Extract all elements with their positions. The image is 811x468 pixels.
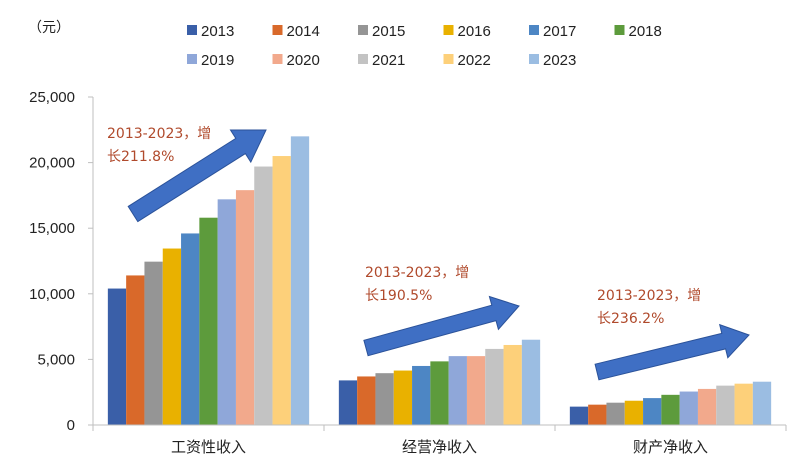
bar-2020 [466, 356, 486, 425]
bar-2016 [624, 400, 644, 425]
legend-label: 2023 [543, 52, 576, 69]
bar-2023 [290, 136, 310, 426]
growth-annotation: 长236.2% [597, 311, 664, 327]
bar-2020 [235, 190, 255, 425]
legend: 2013 2014 2015 2016 2017 2018 2019 2020 2021 2022… [187, 23, 662, 69]
legend-swatch [272, 54, 283, 64]
bar-2021 [254, 166, 273, 425]
y-tick-label: 15,000 [29, 220, 75, 237]
legend-swatch [187, 25, 197, 35]
unit-label: （元） [28, 20, 70, 36]
bar-2017 [181, 233, 200, 425]
growth-annotation: 长190.5% [365, 288, 432, 304]
y-axis: 0 5,000 10,000 15,000 20,000 25,000 [29, 89, 94, 434]
legend-label: 2018 [629, 23, 662, 40]
trend-arrow [127, 129, 267, 223]
legend-swatch [443, 25, 454, 35]
legend-label: 2022 [458, 52, 491, 69]
legend-swatch [187, 54, 197, 64]
bar-2023 [521, 339, 541, 425]
bar-2013 [569, 406, 589, 425]
growth-annotation: 2013-2023，增 [365, 265, 469, 281]
bar-2014 [126, 275, 145, 425]
y-tick-label: 10,000 [29, 286, 75, 303]
bar-2014 [588, 404, 607, 425]
growth-annotation: 长211.8% [107, 149, 174, 165]
bar-2015 [375, 373, 394, 425]
legend-swatch [529, 54, 539, 64]
legend-label: 2014 [287, 23, 320, 40]
trend-arrows [127, 129, 750, 381]
legend-label: 2019 [201, 52, 234, 69]
x-axis: 工资性收入 经营净收入 财产净收入 [92, 424, 787, 456]
growth-annotation: 2013-2023，增 [597, 288, 701, 304]
legend-label: 2016 [458, 23, 491, 40]
legend-label: 2013 [201, 23, 234, 40]
y-tick-label: 20,000 [29, 155, 75, 172]
legend-swatch [529, 25, 539, 35]
bar-2019 [217, 199, 236, 425]
bar-2019 [679, 391, 698, 425]
bar-2014 [357, 376, 376, 425]
bar-2015 [606, 402, 625, 425]
legend-label: 2015 [372, 23, 405, 40]
category-label: 财产净收入 [633, 438, 708, 456]
bar-2016 [162, 248, 182, 425]
growth-annotation: 2013-2023，增 [107, 126, 211, 142]
bar-2013 [338, 380, 358, 425]
bar-2013 [107, 288, 127, 425]
legend-swatch [614, 25, 625, 35]
bar-2018 [199, 217, 218, 425]
bars [107, 136, 772, 426]
bar-2022 [503, 344, 522, 425]
legend-label: 2021 [372, 52, 405, 69]
bar-2017 [643, 398, 662, 425]
category-label: 工资性收入 [171, 438, 246, 456]
legend-swatch [358, 54, 368, 64]
legend-swatch [443, 54, 454, 64]
bar-2016 [393, 370, 413, 425]
trend-arrow [363, 295, 520, 357]
bar-2017 [412, 365, 431, 425]
y-tick-label: 5,000 [37, 351, 75, 368]
legend-label: 2017 [543, 23, 576, 40]
bar-2018 [661, 394, 680, 425]
trend-arrow [594, 323, 750, 381]
bar-2015 [144, 261, 163, 425]
bar-2019 [448, 356, 467, 425]
legend-swatch [272, 25, 283, 35]
category-label: 经营净收入 [402, 438, 477, 456]
bar-2022 [272, 156, 291, 426]
y-tick-label: 25,000 [29, 89, 75, 106]
bar-2021 [485, 348, 504, 425]
bar-2018 [430, 361, 449, 425]
bar-2020 [697, 388, 717, 425]
bar-2021 [716, 385, 735, 425]
y-tick-label: 0 [67, 417, 75, 434]
bar-2023 [752, 381, 772, 425]
legend-label: 2020 [287, 52, 320, 69]
bar-2022 [734, 383, 753, 425]
legend-swatch [358, 25, 368, 35]
